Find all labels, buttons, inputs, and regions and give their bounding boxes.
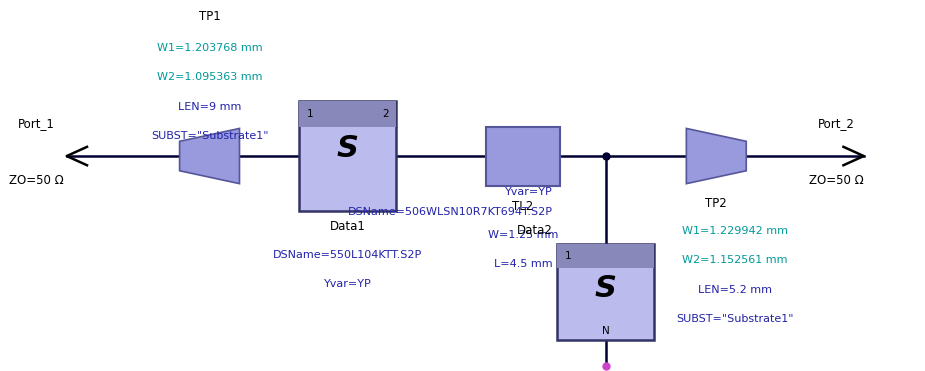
Text: Yvar=YP: Yvar=YP bbox=[505, 187, 553, 197]
Polygon shape bbox=[686, 128, 746, 184]
Text: W=1.25 mm: W=1.25 mm bbox=[487, 230, 558, 240]
Text: W1=1.203768 mm: W1=1.203768 mm bbox=[156, 43, 263, 53]
Text: ZO=50 Ω: ZO=50 Ω bbox=[808, 174, 863, 187]
Text: DSName=550L104KTT.S2P: DSName=550L104KTT.S2P bbox=[273, 250, 423, 260]
Text: W2=1.152561 mm: W2=1.152561 mm bbox=[682, 256, 787, 266]
FancyBboxPatch shape bbox=[300, 101, 396, 127]
Text: TP1: TP1 bbox=[199, 10, 220, 23]
Text: LEN=5.2 mm: LEN=5.2 mm bbox=[697, 285, 771, 295]
Text: DSName=506WLSN10R7KT694T.S2P: DSName=506WLSN10R7KT694T.S2P bbox=[348, 207, 553, 217]
Polygon shape bbox=[179, 128, 240, 184]
Text: 1: 1 bbox=[565, 252, 572, 262]
FancyBboxPatch shape bbox=[558, 244, 654, 268]
Text: LEN=9 mm: LEN=9 mm bbox=[178, 102, 241, 112]
FancyBboxPatch shape bbox=[558, 244, 654, 340]
Text: SUBST="Substrate1": SUBST="Substrate1" bbox=[676, 314, 794, 324]
Text: S: S bbox=[595, 274, 617, 303]
Text: 1: 1 bbox=[307, 109, 314, 119]
Text: TL2: TL2 bbox=[512, 200, 534, 213]
Text: S: S bbox=[337, 134, 359, 163]
Text: L=4.5 mm: L=4.5 mm bbox=[494, 259, 552, 269]
Text: W1=1.229942 mm: W1=1.229942 mm bbox=[682, 226, 788, 236]
Text: Port_2: Port_2 bbox=[818, 117, 855, 130]
Text: TP2: TP2 bbox=[706, 197, 727, 210]
Text: SUBST="Substrate1": SUBST="Substrate1" bbox=[151, 131, 268, 141]
Text: Data2: Data2 bbox=[517, 224, 553, 237]
Text: N: N bbox=[602, 326, 610, 336]
FancyBboxPatch shape bbox=[300, 101, 396, 211]
Text: Yvar=YP: Yvar=YP bbox=[324, 279, 372, 289]
FancyBboxPatch shape bbox=[486, 127, 560, 186]
Text: Port_1: Port_1 bbox=[18, 117, 55, 130]
Text: Data1: Data1 bbox=[330, 220, 365, 233]
Text: W2=1.095363 mm: W2=1.095363 mm bbox=[157, 72, 263, 82]
Text: 2: 2 bbox=[382, 109, 388, 119]
Text: ZO=50 Ω: ZO=50 Ω bbox=[9, 174, 64, 187]
